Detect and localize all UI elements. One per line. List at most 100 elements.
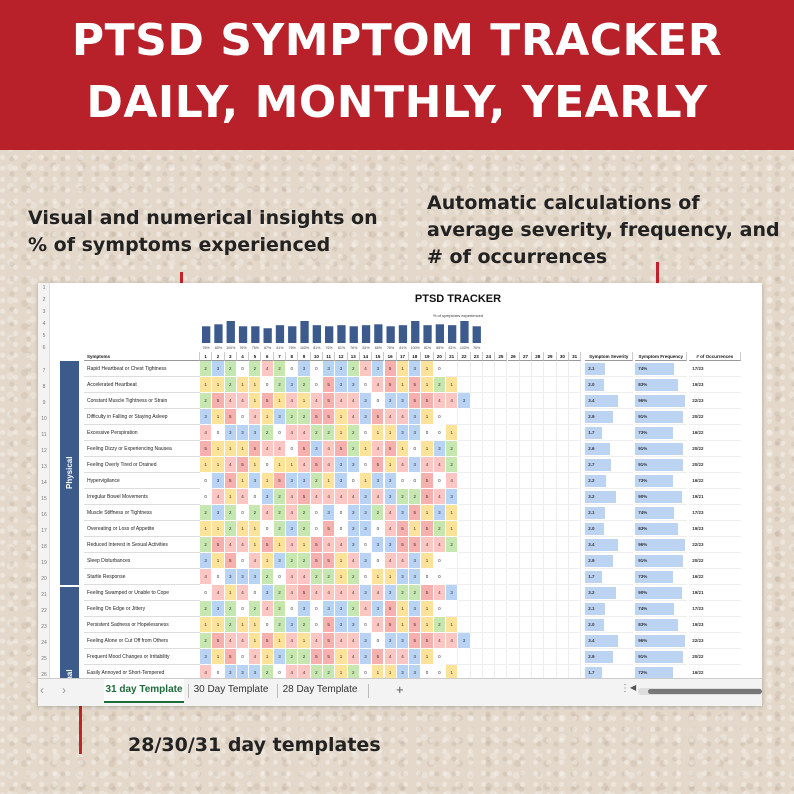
empty-cell[interactable] xyxy=(482,457,496,473)
severity-cell[interactable]: 0 xyxy=(249,585,262,601)
severity-cell[interactable]: 4 xyxy=(224,393,237,409)
severity-cell[interactable]: 0 xyxy=(359,569,373,585)
empty-cell[interactable] xyxy=(556,601,569,617)
severity-cell[interactable]: 3 xyxy=(286,521,299,537)
severity-cell[interactable]: 0 xyxy=(249,489,262,505)
empty-cell[interactable] xyxy=(519,601,533,617)
severity-cell[interactable]: 3 xyxy=(335,617,348,633)
empty-cell[interactable] xyxy=(495,601,508,617)
empty-cell[interactable] xyxy=(532,585,545,601)
empty-cell[interactable] xyxy=(458,569,471,585)
severity-cell[interactable]: 2 xyxy=(273,601,287,617)
severity-cell[interactable]: 1 xyxy=(224,441,237,457)
severity-cell[interactable]: 0 xyxy=(236,505,250,521)
severity-cell[interactable]: 1 xyxy=(421,649,434,665)
severity-cell[interactable]: 1 xyxy=(212,377,225,393)
severity-cell[interactable]: 5 xyxy=(224,553,237,569)
empty-cell[interactable] xyxy=(569,473,582,489)
empty-cell[interactable] xyxy=(482,617,496,633)
empty-cell[interactable] xyxy=(569,409,582,425)
empty-cell[interactable] xyxy=(470,633,483,649)
severity-cell[interactable]: 3 xyxy=(261,585,274,601)
table-row[interactable]: Feeling On Edge or Jittery 2 3 2 0 2 4 2 0 3 0 3 3 2 4… xyxy=(84,601,762,617)
severity-cell[interactable]: 5 xyxy=(310,409,323,425)
empty-cell[interactable] xyxy=(569,425,582,441)
severity-cell[interactable]: 4 xyxy=(359,361,373,377)
empty-cell[interactable] xyxy=(556,441,569,457)
tab-31-day[interactable]: 31 day Template xyxy=(104,679,184,703)
severity-cell[interactable]: 5 xyxy=(323,521,336,537)
severity-cell[interactable]: 0 xyxy=(409,473,422,489)
empty-cell[interactable] xyxy=(519,489,533,505)
empty-cell[interactable] xyxy=(470,553,483,569)
severity-cell[interactable]: 2 xyxy=(347,569,360,585)
severity-cell[interactable]: 4 xyxy=(347,585,360,601)
empty-cell[interactable] xyxy=(507,473,520,489)
severity-cell[interactable]: 5 xyxy=(384,361,397,377)
severity-cell[interactable]: 3 xyxy=(396,393,410,409)
severity-cell[interactable]: 3 xyxy=(298,601,311,617)
empty-cell[interactable] xyxy=(482,441,496,457)
empty-cell[interactable] xyxy=(495,457,508,473)
severity-cell[interactable]: 5 xyxy=(335,441,348,457)
empty-cell[interactable] xyxy=(544,457,557,473)
severity-cell[interactable]: 0 xyxy=(200,473,213,489)
symptom-name[interactable]: Overeating or Loss of Appetite xyxy=(84,521,200,537)
severity-cell[interactable]: 2 xyxy=(273,521,287,537)
severity-cell[interactable]: 1 xyxy=(212,441,225,457)
severity-cell[interactable]: 1 xyxy=(212,649,225,665)
table-row[interactable]: Rapid Heartbeat or Chest Tightness 2 3 2 0 2 4… xyxy=(84,361,762,377)
next-sheet-button[interactable]: › xyxy=(62,683,66,697)
empty-cell[interactable] xyxy=(458,617,471,633)
empty-cell[interactable] xyxy=(519,377,533,393)
severity-cell[interactable]: 1 xyxy=(421,441,434,457)
table-row[interactable]: Reduced Interest in Sexual Activities 2 5 4… xyxy=(84,537,762,553)
empty-cell[interactable] xyxy=(569,569,582,585)
table-row[interactable]: Hypervigilance 0 3 5 1 3 1 5 3 3 2 1 3 0 1 3 3 0 0 5 0 4 2.2 73… xyxy=(84,473,762,489)
severity-cell[interactable]: 3 xyxy=(212,361,225,377)
severity-cell[interactable]: 2 xyxy=(310,473,323,489)
table-row[interactable]: Muscle Stiffness or Tightness 2 3 2 0 2 4 2 4 2 0 3… xyxy=(84,505,762,521)
severity-cell[interactable]: 4 xyxy=(286,585,299,601)
empty-cell[interactable] xyxy=(532,649,545,665)
table-row[interactable]: Difficulty in Falling or Staying Asleep 3… xyxy=(84,409,762,425)
severity-cell[interactable]: 3 xyxy=(359,553,373,569)
severity-cell[interactable]: 4 xyxy=(396,649,410,665)
severity-cell[interactable]: 5 xyxy=(298,489,311,505)
severity-cell[interactable]: 4 xyxy=(236,633,250,649)
severity-cell[interactable]: 2 xyxy=(347,361,360,377)
severity-cell[interactable]: 3 xyxy=(249,569,262,585)
severity-cell[interactable]: 4 xyxy=(384,649,397,665)
table-row[interactable]: Sleep Disturbances 3 1 5 0 4 1 3 2 2 5 5 1 4 3 0 4 4 3 1 0 2.… xyxy=(84,553,762,569)
severity-cell[interactable]: 1 xyxy=(273,457,287,473)
symptom-name[interactable]: Difficulty in Falling or Staying Asleep xyxy=(84,409,200,425)
empty-cell[interactable] xyxy=(482,569,496,585)
empty-cell[interactable] xyxy=(458,489,471,505)
empty-cell[interactable] xyxy=(532,601,545,617)
severity-cell[interactable]: 0 xyxy=(310,377,323,393)
severity-cell[interactable]: 5 xyxy=(409,633,422,649)
severity-cell[interactable]: 1 xyxy=(421,377,434,393)
severity-cell[interactable]: 2 xyxy=(347,441,360,457)
severity-cell[interactable]: 1 xyxy=(384,569,397,585)
empty-cell[interactable] xyxy=(544,649,557,665)
severity-cell[interactable]: 4 xyxy=(286,537,299,553)
severity-cell[interactable]: 1 xyxy=(359,473,373,489)
severity-cell[interactable]: 3 xyxy=(446,585,459,601)
severity-cell[interactable]: 0 xyxy=(310,617,323,633)
empty-cell[interactable] xyxy=(482,377,496,393)
severity-cell[interactable]: 4 xyxy=(433,537,446,553)
empty-cell[interactable] xyxy=(544,505,557,521)
severity-cell[interactable]: 2 xyxy=(323,569,336,585)
severity-cell[interactable]: 4 xyxy=(200,569,213,585)
severity-cell[interactable]: 3 xyxy=(200,649,213,665)
severity-cell[interactable]: 2 xyxy=(396,585,410,601)
severity-cell[interactable]: 3 xyxy=(458,633,471,649)
severity-cell[interactable]: 4 xyxy=(347,633,360,649)
table-row[interactable]: Feeling Swamped or Unable to Cope 0 4 1 4 0 3 2… xyxy=(84,585,762,601)
empty-cell[interactable] xyxy=(556,409,569,425)
severity-cell[interactable]: 4 xyxy=(372,585,385,601)
empty-cell[interactable] xyxy=(556,617,569,633)
severity-cell[interactable]: 4 xyxy=(347,393,360,409)
empty-cell[interactable] xyxy=(507,537,520,553)
